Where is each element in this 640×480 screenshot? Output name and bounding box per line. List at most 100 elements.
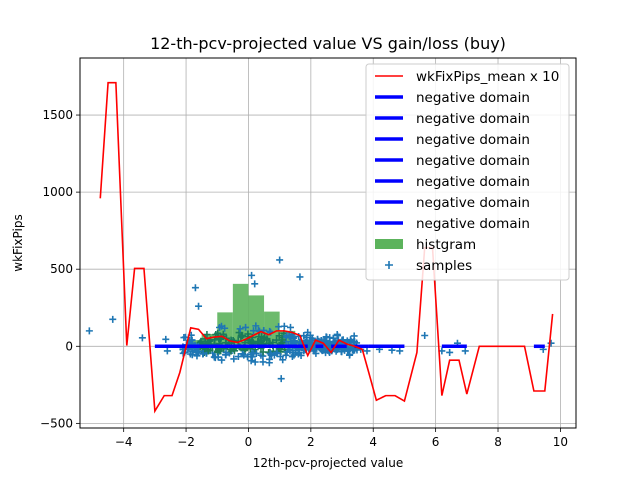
sample-point (286, 323, 294, 331)
x-tick-label: 6 (432, 435, 440, 449)
legend-swatch-histogram (375, 239, 403, 249)
sample-point (85, 327, 93, 335)
sample-point (291, 337, 299, 345)
sample-point (351, 338, 359, 346)
sample-point (191, 284, 199, 292)
plot-frame (79, 57, 577, 429)
sample-point (257, 336, 265, 344)
sample-point (286, 347, 294, 355)
sample-point (251, 280, 259, 288)
sample-point (547, 339, 555, 347)
sample-point (258, 332, 266, 340)
sample-point (210, 353, 218, 361)
x-tick-label: 2 (307, 435, 315, 449)
sample-point (162, 335, 170, 343)
sample-point (217, 322, 225, 330)
sample-point (251, 358, 259, 366)
sample-point (344, 347, 352, 355)
x-tick-label: 10 (553, 435, 568, 449)
y-axis-label: wkFixPips (11, 214, 25, 271)
sample-point (270, 351, 278, 359)
sample-point (248, 271, 256, 279)
sample-point (288, 353, 296, 361)
legend-label: negative domain (416, 90, 530, 106)
sample-point (236, 325, 244, 333)
sample-point (350, 346, 358, 354)
x-tick-label: −4 (115, 435, 133, 449)
mean-line (99, 81, 554, 414)
y-tick-label: 1500 (42, 108, 73, 122)
sample-point (273, 336, 281, 344)
sample-point (238, 350, 246, 358)
x-tick-label: 4 (369, 435, 377, 449)
sample-point (109, 315, 117, 323)
sample-point (296, 273, 304, 281)
sample-point (163, 347, 171, 355)
sample-point (285, 332, 293, 340)
sample-point (205, 337, 213, 345)
mean-line-series (99, 81, 554, 414)
sample-point (396, 347, 404, 355)
sample-point (259, 348, 267, 356)
legend-swatch-samples (385, 261, 393, 269)
legend-label: negative domain (416, 216, 530, 232)
y-tick-label: 1000 (42, 185, 73, 199)
x-axis-label: 12th-pcv-projected value (253, 456, 403, 470)
histogram-bar (232, 283, 249, 347)
legend-label: negative domain (416, 174, 530, 190)
legend-label: wkFixPips_mean x 10 (416, 69, 559, 85)
sample-point (197, 338, 205, 346)
sample-point (307, 336, 315, 344)
sample-point (297, 351, 305, 359)
sample-point (250, 327, 258, 335)
y-tick-label: 500 (50, 262, 73, 276)
sample-point (240, 351, 248, 359)
sample-point (247, 357, 255, 365)
y-tick-label: 0 (65, 339, 73, 353)
x-axis: −4 −2 0 2 4 6 8 10 (115, 428, 568, 449)
legend-label: negative domain (416, 132, 530, 148)
legend-label: negative domain (416, 153, 530, 169)
sample-point (203, 331, 211, 339)
sample-point (188, 351, 196, 359)
sample-point (195, 302, 203, 310)
sample-point (275, 332, 283, 340)
sample-point (244, 353, 252, 361)
sample-point (180, 334, 188, 342)
sample-point (304, 328, 312, 336)
legend-label: histgram (416, 237, 476, 253)
sample-point (259, 358, 267, 366)
sample-point (263, 336, 271, 344)
x-tick-label: −2 (177, 435, 195, 449)
x-tick-label: 0 (245, 435, 253, 449)
legend-label: negative domain (416, 111, 530, 127)
sample-point (192, 347, 200, 355)
y-axis: −500 0 500 1000 1500 (40, 108, 80, 430)
y-tick-label: −500 (40, 416, 73, 430)
sample-point (266, 355, 274, 363)
sample-point (333, 330, 341, 338)
sample-point (276, 352, 284, 360)
sample-point (204, 347, 212, 355)
x-tick-label: 8 (494, 435, 502, 449)
sample-point (242, 323, 250, 331)
sample-point (218, 356, 226, 364)
sample-point (237, 333, 245, 341)
sample-point (276, 256, 284, 264)
sample-point (222, 349, 230, 357)
sample-point (421, 332, 429, 339)
sample-point (278, 336, 286, 344)
sample-point (282, 351, 290, 359)
chart-title: 12-th-pcv-projected value VS gain/loss (… (150, 34, 506, 53)
sample-point (446, 348, 454, 356)
legend-label: negative domain (416, 195, 530, 211)
sample-point (363, 347, 371, 355)
sample-point (199, 350, 207, 358)
sample-point (461, 347, 469, 355)
sample-point (252, 349, 260, 357)
sample-point (252, 322, 260, 330)
sample-point (217, 347, 225, 355)
sample-point (280, 322, 288, 330)
sample-point (230, 355, 238, 363)
